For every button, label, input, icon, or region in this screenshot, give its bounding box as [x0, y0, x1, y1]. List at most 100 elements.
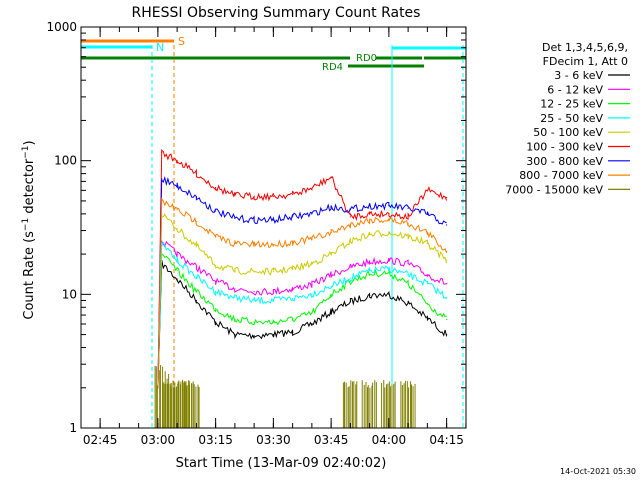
series-point-12-25-kev	[176, 270, 178, 272]
series-point-300-800-kev	[369, 205, 371, 207]
series-point-50-100-kev	[253, 270, 255, 273]
axes: 1 10 100 1000 02:45 03:00 03:15 03:30 03:45 04:00…	[46, 20, 467, 447]
series-point-12-25-kev	[272, 321, 274, 323]
y-axis-label: Count Rate (s−1 detector−1)	[21, 140, 37, 319]
y-axis-label-part: −1	[21, 218, 31, 231]
series-point-3-6-kev	[330, 311, 332, 313]
series-point-3-6-kev	[292, 331, 294, 333]
series-point-6-12-kev	[272, 290, 274, 293]
series-point-3-6-kev	[234, 333, 236, 336]
series-point-25-50-kev	[292, 297, 294, 300]
series-point-6-12-kev	[349, 266, 351, 268]
series-point-300-800-kev	[446, 224, 448, 226]
series-point-100-300-kev	[330, 176, 332, 178]
x-axis-label: Start Time (13-Mar-09 02:40:02)	[176, 456, 387, 471]
x-tick-label: 03:00	[141, 433, 176, 447]
series-point-6-12-kev	[195, 266, 197, 268]
series-point-25-50-kev	[215, 290, 217, 293]
series-point-25-50-kev	[176, 259, 178, 261]
legend-label-800-7000-kev: 800 - 7000 keV	[519, 169, 603, 182]
series-point-50-100-kev	[292, 268, 294, 270]
series-point-3-6-kev	[195, 299, 197, 302]
series-point-50-100-kev	[215, 264, 217, 266]
series-point-50-100-kev	[388, 231, 390, 234]
x-tick-label: 03:15	[198, 433, 233, 447]
series-point-300-800-kev	[349, 209, 351, 211]
y-tick-label: 1000	[46, 20, 77, 34]
series-point-25-50-kev	[311, 293, 313, 295]
series-point-300-800-kev	[330, 206, 332, 208]
series-point-100-300-kev	[446, 196, 448, 199]
series-line-100-300-kev	[157, 149, 448, 388]
legend-label-300-800-kev: 300 - 800 keV	[526, 155, 603, 168]
series-point-300-800-kev	[426, 213, 428, 215]
legend-label-12-25-kev: 12 - 25 keV	[540, 98, 603, 111]
series-point-50-100-kev	[446, 259, 448, 261]
series-point-100-300-kev	[292, 193, 294, 195]
series-point-3-6-kev	[388, 293, 390, 295]
series-point-100-300-kev	[161, 151, 163, 154]
series-point-800-7000-kev	[292, 241, 294, 243]
legend: Det 1,3,4,5,6,9, FDecim 1, Att 0 3 - 6 k…	[505, 41, 630, 196]
series-point-100-300-kev	[369, 213, 371, 215]
footer-timestamp: 14-Oct-2021 05:30	[560, 467, 636, 476]
legend-label-25-50-kev: 25 - 50 keV	[540, 112, 603, 125]
series-point-800-7000-kev	[426, 231, 428, 234]
series-point-300-800-kev	[407, 207, 409, 209]
series-point-300-800-kev	[234, 217, 236, 219]
series-point-300-800-kev	[388, 205, 390, 207]
series-point-300-800-kev	[161, 178, 163, 180]
series-point-50-100-kev	[272, 270, 274, 273]
series-point-50-100-kev	[176, 228, 178, 230]
y-axis-label-part: Count Rate (s	[22, 231, 37, 320]
series-point-100-300-kev	[426, 189, 428, 191]
series-point-12-25-kev	[407, 283, 409, 285]
series-point-800-7000-kev	[234, 242, 236, 245]
series-point-800-7000-kev	[407, 222, 409, 224]
series-line-25-50-kev	[157, 241, 447, 388]
series-point-50-100-kev	[369, 233, 371, 236]
x-tick-label: 04:15	[429, 433, 464, 447]
series-point-3-6-kev	[349, 301, 351, 303]
legend-label-7000-15000-kev: 7000 - 15000 keV	[505, 183, 603, 196]
series-point-300-800-kev	[215, 210, 217, 212]
series-point-25-50-kev	[253, 299, 255, 302]
series-point-12-25-kev	[426, 303, 428, 305]
series-point-50-100-kev	[234, 270, 236, 272]
series-point-50-100-kev	[426, 242, 428, 245]
series-point-3-6-kev	[446, 333, 448, 336]
chart-title: RHESSI Observing Summary Count Rates	[132, 5, 421, 21]
series-point-100-300-kev	[407, 216, 409, 218]
series-point-12-25-kev	[446, 318, 448, 320]
y-axis-label-part: )	[22, 140, 37, 145]
series-point-300-800-kev	[176, 185, 178, 187]
series-point-25-50-kev	[407, 274, 409, 276]
series-point-100-300-kev	[176, 160, 178, 162]
series-point-25-50-kev	[330, 285, 332, 287]
series-point-300-800-kev	[253, 219, 255, 221]
series-point-12-25-kev	[253, 321, 255, 323]
plot-frame	[80, 26, 467, 429]
series-line-800-7000-kev	[157, 197, 448, 388]
x-tick-label: 02:45	[83, 433, 118, 447]
series-point-800-7000-kev	[272, 244, 274, 246]
flag-label-n: N	[156, 41, 164, 54]
series-point-6-12-kev	[369, 261, 371, 263]
series-point-25-50-kev	[234, 296, 236, 298]
series-point-50-100-kev	[311, 262, 313, 265]
legend-header-line-1: Det 1,3,4,5,6,9,	[542, 41, 628, 54]
series-point-12-25-kev	[330, 293, 332, 295]
series-point-800-7000-kev	[311, 238, 313, 240]
series-point-6-12-kev	[407, 262, 409, 265]
series-point-800-7000-kev	[161, 200, 163, 202]
series-point-3-6-kev	[369, 294, 371, 297]
series-point-6-12-kev	[330, 274, 332, 276]
series-line-12-25-kev	[157, 253, 447, 388]
series-point-12-25-kev	[311, 312, 313, 315]
series-point-50-100-kev	[349, 240, 351, 242]
plot-area	[80, 45, 464, 428]
series-point-6-12-kev	[388, 259, 390, 261]
series-point-6-12-kev	[176, 253, 178, 255]
legend-label-3-6-kev: 3 - 6 keV	[554, 69, 603, 82]
flag-label-s: S	[178, 35, 185, 48]
